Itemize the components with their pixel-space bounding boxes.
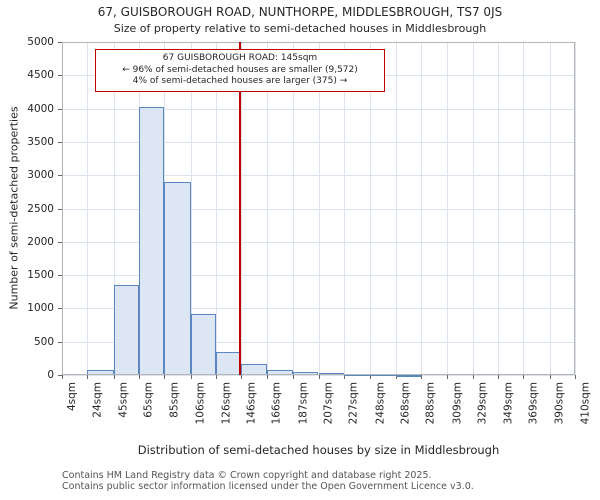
footer: Contains HM Land Registry data © Crown c… [62, 470, 474, 492]
y-tick-label: 1500 [27, 269, 54, 282]
v-gridline [343, 42, 345, 375]
annotation-box: 67 GUISBOROUGH ROAD: 145sqm ← 96% of sem… [95, 49, 385, 92]
v-gridline [318, 42, 320, 375]
y-tick-mark [58, 42, 62, 43]
y-tick-mark [58, 341, 62, 343]
histogram-bar [113, 285, 140, 375]
y-tick-mark [58, 75, 62, 77]
y-tick-mark [58, 108, 62, 110]
footer-line-1: Contains HM Land Registry data © Crown c… [62, 470, 432, 481]
x-tick-mark [318, 375, 320, 379]
x-tick-mark [62, 375, 63, 379]
v-gridline [497, 42, 499, 375]
y-tick-label: 5000 [27, 36, 54, 48]
y-tick-label: 1000 [27, 302, 54, 315]
v-gridline [113, 42, 115, 375]
y-axis-label: Number of semi-detached properties [7, 106, 21, 310]
y-tick-label: 500 [33, 335, 54, 348]
v-gridline [370, 42, 372, 375]
x-axis-label: Distribution of semi-detached houses by … [137, 443, 500, 457]
v-gridline [549, 42, 551, 375]
x-tick-mark [113, 375, 115, 379]
x-tick-mark [575, 375, 576, 379]
x-tick-mark [343, 375, 345, 379]
x-tick-mark [241, 375, 243, 379]
v-gridline [523, 42, 525, 375]
x-tick-mark [164, 375, 166, 379]
y-tick-mark [58, 275, 62, 277]
y-tick-label: 4000 [27, 102, 54, 115]
y-tick-mark [58, 241, 62, 243]
y-tick-mark [58, 375, 62, 376]
v-gridline [447, 42, 449, 375]
v-gridline [472, 42, 474, 375]
y-tick-mark [58, 208, 62, 210]
annotation-smaller-stat: ← 96% of semi-detached houses are smalle… [122, 64, 358, 75]
y-tick-label: 0 [47, 369, 54, 381]
y-tick-mark [58, 141, 62, 143]
v-gridline [293, 42, 295, 375]
y-tick-label: 2000 [27, 235, 54, 248]
x-tick-mark [447, 375, 449, 379]
x-tick-mark [420, 375, 422, 379]
footer-line-2: Contains public sector information licen… [62, 481, 474, 492]
x-tick-mark [139, 375, 141, 379]
chart-title: 67, GUISBOROUGH ROAD, NUNTHORPE, MIDDLES… [97, 5, 503, 19]
y-tick-label: 4500 [27, 69, 54, 82]
x-tick-mark [549, 375, 551, 379]
y-tick-label: 3500 [27, 135, 54, 148]
histogram-bar [139, 107, 165, 375]
v-gridline [190, 42, 192, 375]
y-tick-mark [58, 308, 62, 310]
x-tick-mark [472, 375, 474, 379]
y-tick-label: 3000 [27, 169, 54, 182]
v-gridline [395, 42, 397, 375]
y-tick-label: 2500 [27, 202, 54, 215]
x-tick-mark [395, 375, 397, 379]
x-tick-mark [190, 375, 192, 379]
histogram-bar [395, 374, 421, 377]
chart-subtitle: Size of property relative to semi-detach… [113, 22, 487, 35]
annotation-property-label: 67 GUISBOROUGH ROAD: 145sqm [162, 53, 318, 63]
y-tick-mark [58, 175, 62, 177]
x-tick-mark [370, 375, 372, 379]
annotation-larger-stat: 4% of semi-detached houses are larger (3… [132, 76, 348, 86]
v-gridline [216, 42, 218, 375]
histogram-bar [164, 181, 191, 375]
x-tick-mark [216, 375, 218, 379]
x-tick-mark [266, 375, 268, 379]
x-tick-mark [87, 375, 89, 379]
x-tick-mark [523, 375, 525, 379]
v-gridline [87, 42, 89, 375]
v-gridline [241, 42, 243, 375]
plot-border [62, 42, 575, 375]
v-gridline [420, 42, 422, 375]
x-tick-mark [497, 375, 499, 379]
x-tick-mark [293, 375, 295, 379]
v-gridline [266, 42, 268, 375]
v-gridline [575, 42, 576, 375]
property-marker-line [239, 42, 242, 375]
